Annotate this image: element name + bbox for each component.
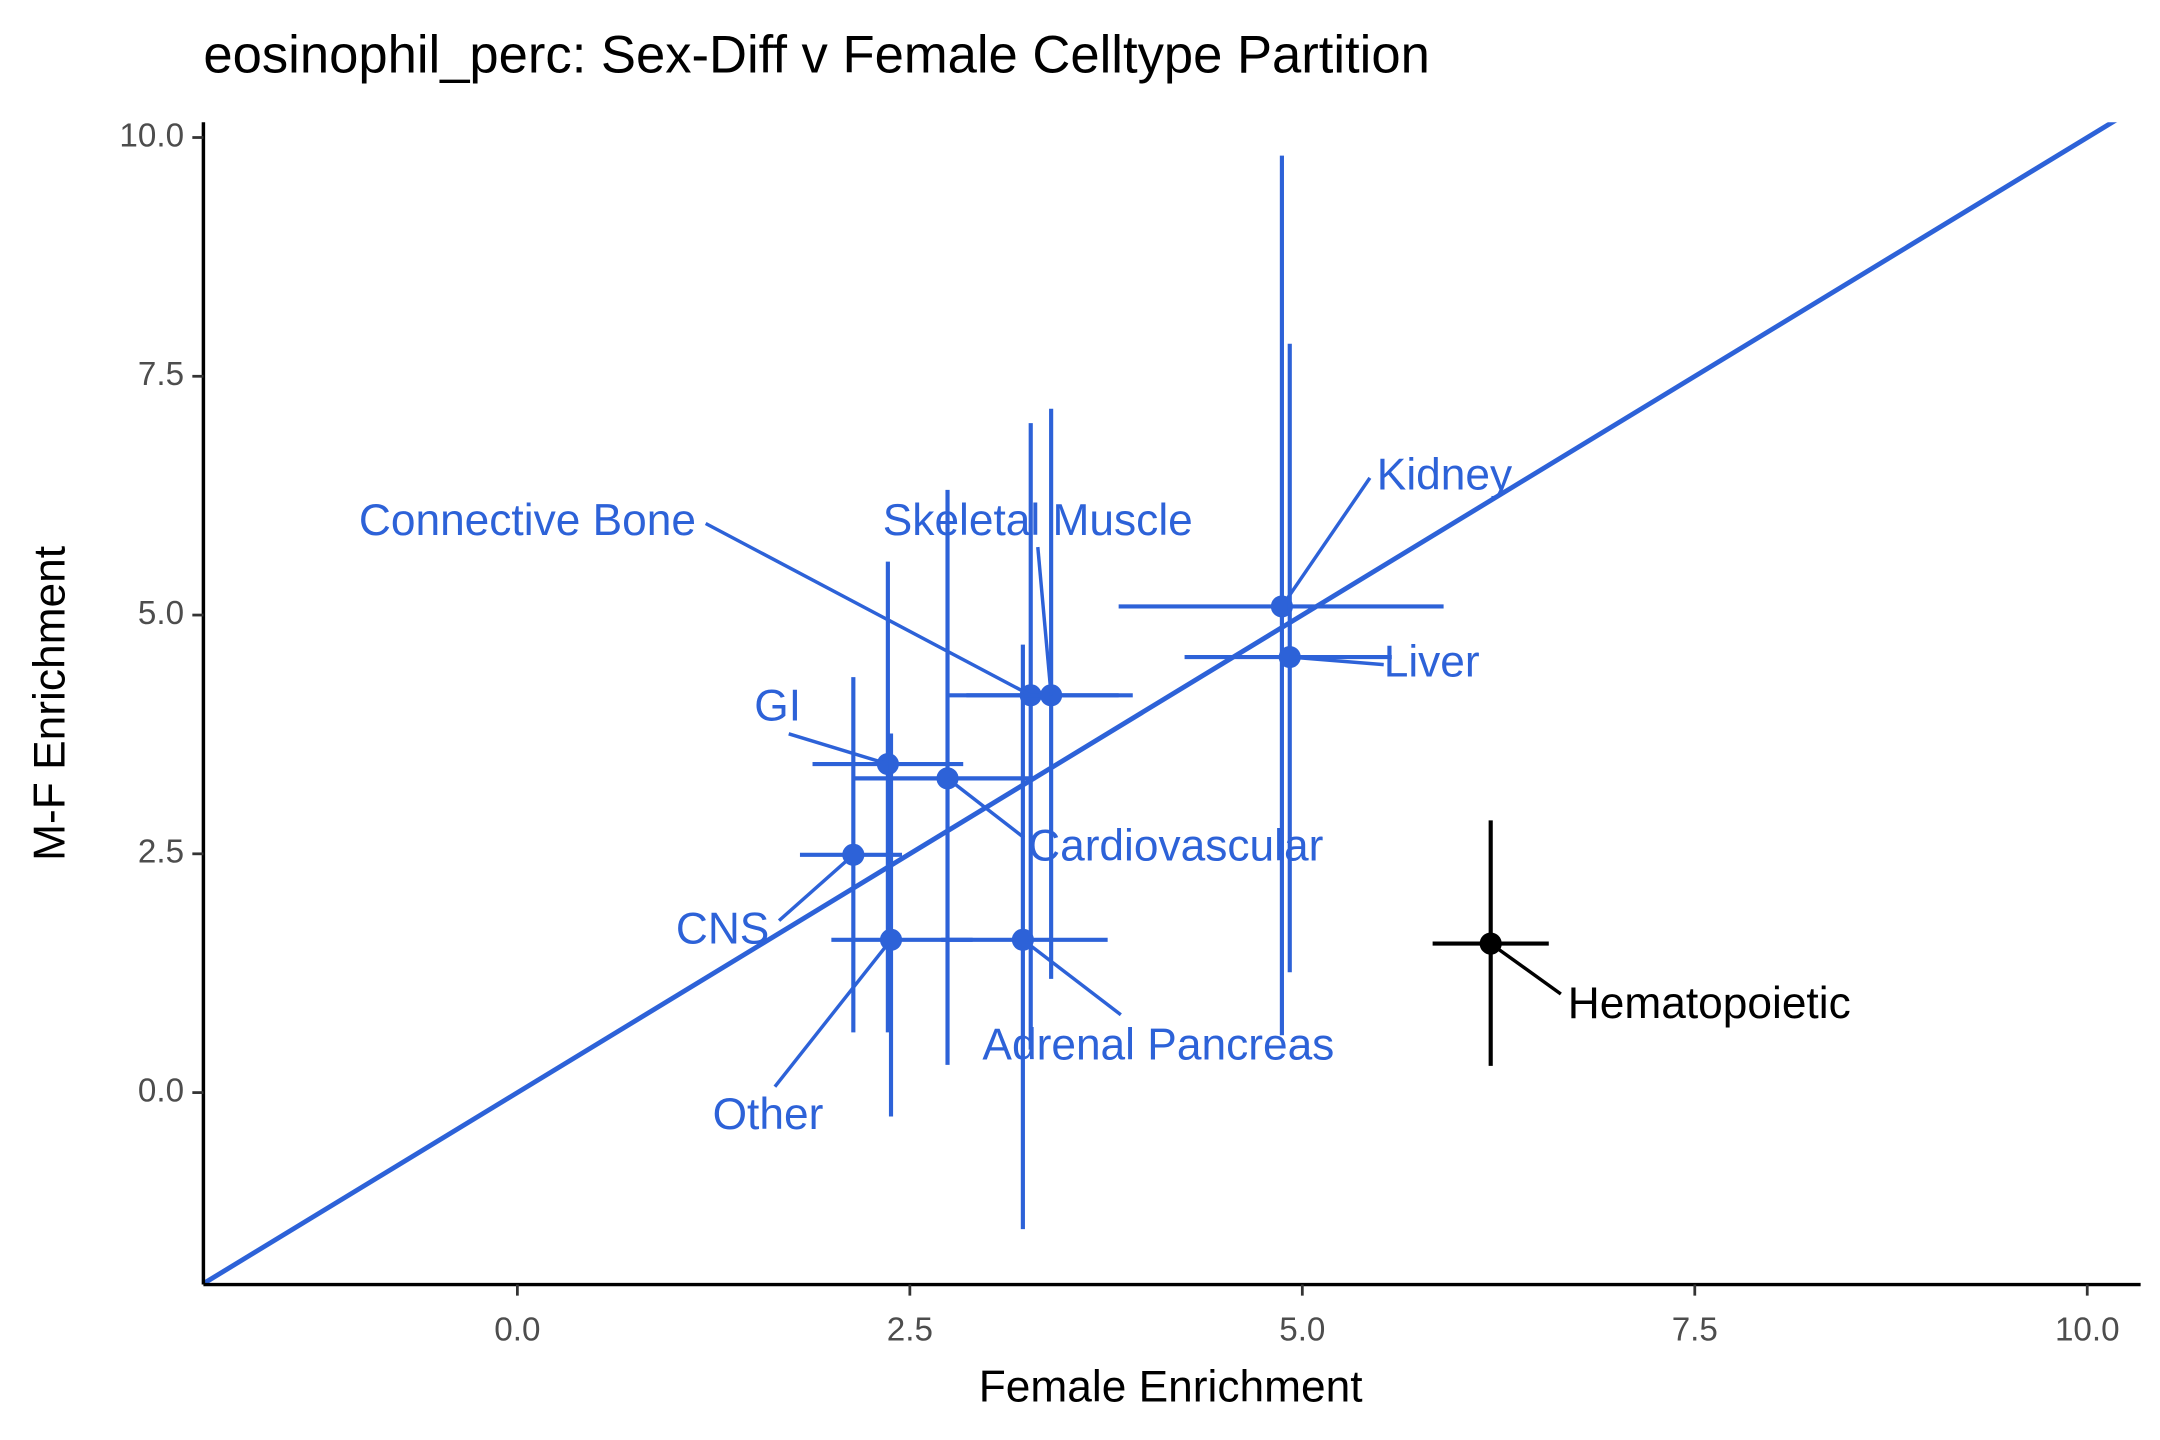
x-axis-title: Female Enrichment xyxy=(979,1362,1363,1411)
x-tick-label: 0.0 xyxy=(494,1311,540,1348)
point-label: Adrenal Pancreas xyxy=(982,1021,1334,1070)
label-leader xyxy=(1489,942,1562,996)
y-tick-label: 5.0 xyxy=(138,595,184,632)
label-leader xyxy=(788,732,889,766)
label-leader xyxy=(946,777,1026,839)
y-tick-label: 0.0 xyxy=(138,1072,184,1109)
label-leader xyxy=(704,521,1032,697)
point-label: Skeletal Muscle xyxy=(883,496,1193,545)
point-label: CNS xyxy=(676,904,769,953)
label-leader xyxy=(1289,655,1384,667)
point-label: Hematopoietic xyxy=(1568,979,1851,1028)
label-leader xyxy=(777,853,855,922)
x-tick-label: 2.5 xyxy=(887,1311,933,1348)
point-label: Other xyxy=(713,1090,824,1139)
point-label: Cardiovascular xyxy=(1028,821,1323,870)
label-leader xyxy=(1021,938,1122,1017)
x-tick-label: 7.5 xyxy=(1672,1311,1718,1348)
x-tick-label: 10.0 xyxy=(2055,1311,2120,1348)
point-label: Kidney xyxy=(1377,451,1513,500)
x-tick-label: 5.0 xyxy=(1279,1311,1325,1348)
point-label: Liver xyxy=(1384,637,1480,686)
label-leader xyxy=(773,938,893,1088)
label-leader xyxy=(1036,546,1053,696)
label-leader xyxy=(1280,476,1372,608)
y-tick-label: 10.0 xyxy=(119,117,184,154)
identity-line xyxy=(203,122,2118,1285)
plot-area xyxy=(203,122,2118,1285)
point-label: Connective Bone xyxy=(359,496,696,545)
point-label: GI xyxy=(754,682,801,731)
chart-title: eosinophil_perc: Sex-Diff v Female Cellt… xyxy=(203,25,1429,84)
y-tick-label: 2.5 xyxy=(138,834,184,871)
y-axis-title: M-F Enrichment xyxy=(25,546,74,861)
y-tick-label: 7.5 xyxy=(138,356,184,393)
